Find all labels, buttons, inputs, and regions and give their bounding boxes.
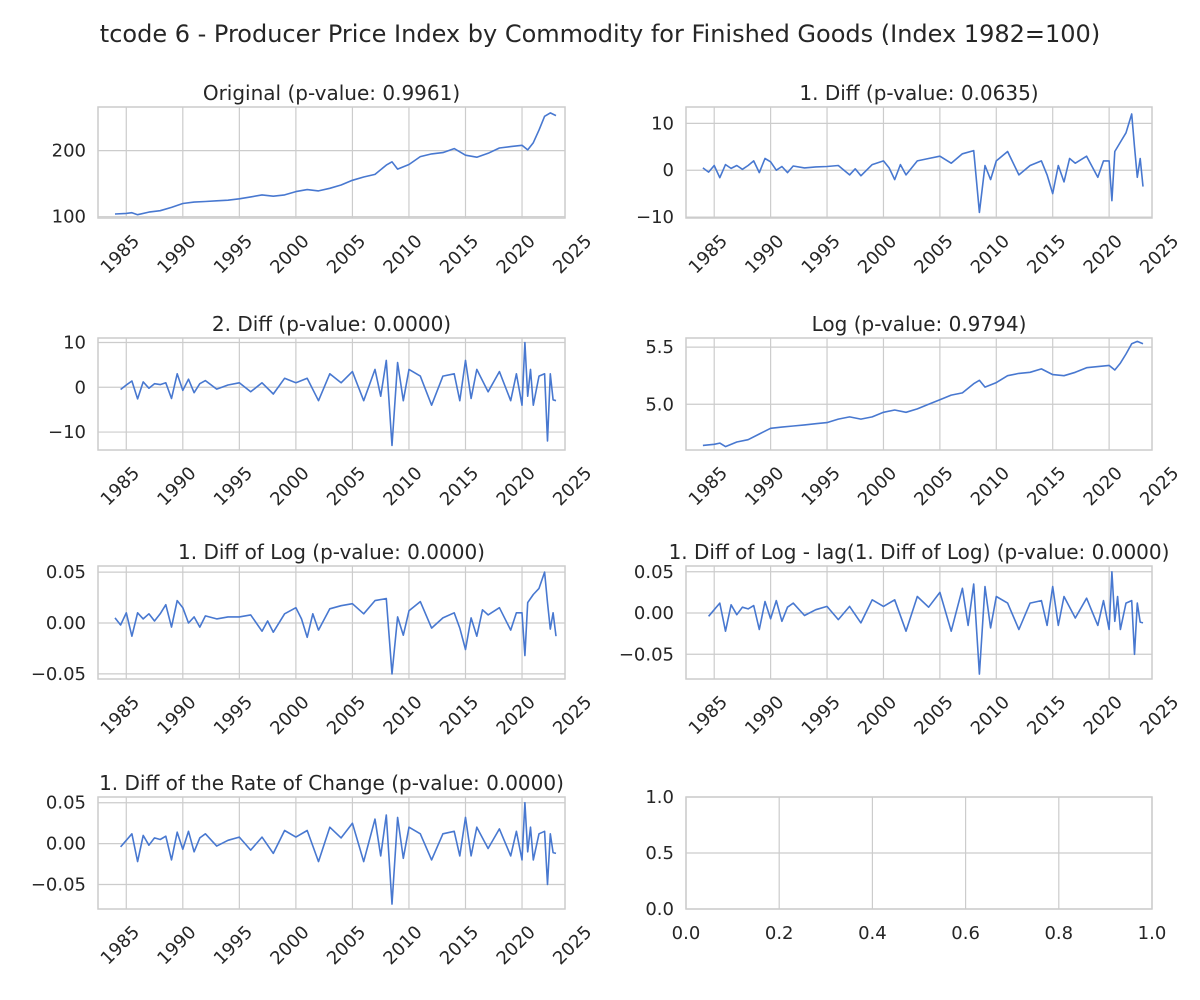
y-tick-label: 5.0: [645, 394, 674, 415]
panel-empty: 0.0 0.5 1.0 0.0 0.2 0.4 0.6 0.8 1.0: [645, 787, 1166, 944]
y-tick-label: −10: [636, 207, 674, 228]
y-tick-label: 0.00: [46, 834, 86, 855]
y-tick-label: 0.05: [46, 562, 86, 583]
y-tick-label: −0.05: [31, 874, 86, 895]
y-tick-label: −0.05: [619, 644, 674, 665]
x-tick-label: 0.4: [858, 923, 887, 944]
figure-title: tcode 6 - Producer Price Index by Commod…: [100, 20, 1100, 48]
y-tick-label: 0: [663, 160, 674, 181]
plot-area: [98, 107, 565, 218]
plot-area: [98, 338, 565, 450]
y-tick-label: 1.0: [645, 787, 674, 808]
subplot-title: Original (p-value: 0.9961): [203, 81, 460, 105]
subplot-title: 1. Diff of Log - lag(1. Diff of Log) (p-…: [669, 540, 1170, 564]
y-tick-label: −0.05: [31, 664, 86, 685]
axes-frame: [685, 337, 1153, 451]
series-line: [114, 112, 557, 216]
subplot-title: 1. Diff (p-value: 0.0635): [799, 81, 1038, 105]
x-tick-label: 0.8: [1044, 923, 1073, 944]
series-line: [119, 801, 557, 905]
series-line: [702, 340, 1144, 448]
axes-frame: [97, 337, 566, 451]
series-line: [114, 571, 557, 675]
axes-frame: [685, 106, 1153, 219]
y-tick-label: 0.0: [645, 899, 674, 920]
y-tick-label: 100: [52, 207, 86, 228]
axes-frame: [97, 565, 566, 680]
subplot-title: 1. Diff of Log (p-value: 0.0000): [178, 540, 485, 564]
axes-frame: [97, 106, 566, 219]
y-tick-label: 200: [52, 141, 86, 162]
axes-frame: [97, 796, 566, 910]
x-tick-label: 1.0: [1138, 923, 1167, 944]
subplot-title: 1. Diff of the Rate of Change (p-value: …: [99, 771, 564, 795]
y-tick-label: 0.05: [634, 562, 674, 583]
plot-area: [686, 338, 1152, 450]
y-tick-label: 0.05: [46, 793, 86, 814]
y-tick-label: 0.5: [645, 843, 674, 864]
x-tick-label: 0.0: [672, 923, 701, 944]
y-tick-label: 0: [75, 377, 86, 398]
x-tick-label: 0.6: [951, 923, 980, 944]
subplot-title: 2. Diff (p-value: 0.0000): [212, 312, 451, 336]
plot-area: [686, 566, 1152, 679]
subplot-title: Log (p-value: 0.9794): [812, 312, 1027, 336]
y-tick-label: 10: [63, 332, 86, 353]
series-line: [702, 113, 1144, 214]
axes-frame: [685, 796, 1153, 910]
y-tick-label: 0.00: [46, 613, 86, 634]
plot-area: [98, 797, 565, 909]
x-tick-label: 0.2: [765, 923, 794, 944]
y-tick-label: 10: [651, 113, 674, 134]
series-line: [707, 570, 1144, 675]
y-tick-label: −10: [48, 422, 86, 443]
y-tick-label: 0.00: [634, 603, 674, 624]
series-line: [120, 341, 557, 447]
axes-frame: [685, 565, 1153, 680]
y-tick-label: 5.5: [645, 337, 674, 358]
